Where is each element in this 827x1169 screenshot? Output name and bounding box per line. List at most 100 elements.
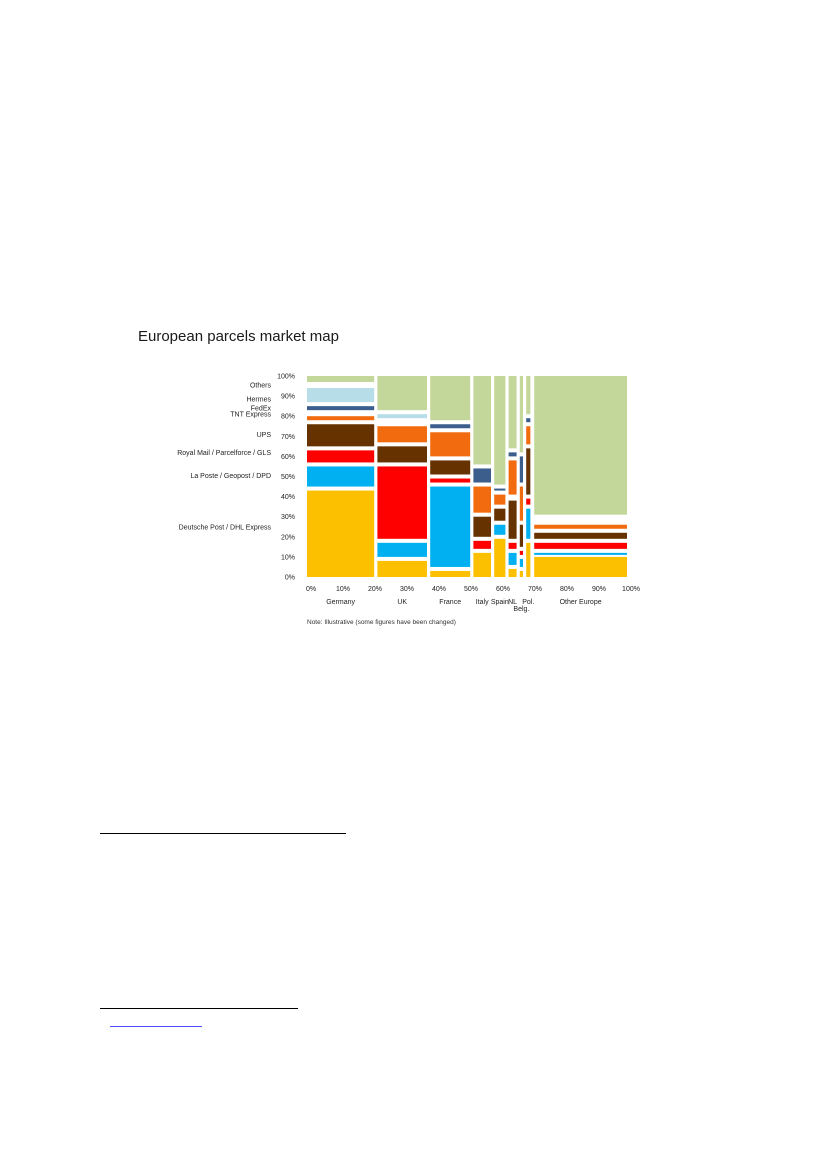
bar-segment-red bbox=[508, 542, 517, 549]
bar-segment-brown bbox=[534, 532, 627, 539]
bar-segment-yellow bbox=[534, 556, 627, 577]
bar-segment-red bbox=[526, 498, 531, 505]
country-label: Spain bbox=[491, 599, 509, 606]
footnote-link[interactable] bbox=[110, 1013, 202, 1027]
bar-segment-green bbox=[307, 376, 375, 383]
x-tick-label: 0% bbox=[306, 586, 316, 593]
bar-segment-navy bbox=[519, 456, 523, 483]
y-tick-label: 0% bbox=[285, 575, 295, 582]
bar-segment-blue bbox=[519, 558, 523, 567]
y-tick-label: 80% bbox=[281, 414, 295, 421]
bar-segment-blue bbox=[494, 524, 506, 535]
y-tick-label: 100% bbox=[277, 374, 295, 381]
bar-segment-orange bbox=[526, 426, 531, 445]
legend-label: TNT Express bbox=[230, 412, 271, 419]
country-label: Germany bbox=[326, 599, 355, 606]
bar-segment-yellow bbox=[508, 568, 517, 577]
bar-segment-orange bbox=[519, 486, 523, 521]
mosaic-bars bbox=[307, 376, 627, 577]
bar-segment-yellow bbox=[494, 538, 506, 577]
bar-segment-navy bbox=[430, 424, 471, 429]
bar-segment-red bbox=[430, 478, 471, 483]
x-tick-label: 30% bbox=[400, 586, 414, 593]
bar-segment-blue bbox=[377, 542, 427, 557]
bar-segment-brown bbox=[519, 524, 523, 547]
x-tick-label: 50% bbox=[464, 586, 478, 593]
x-tick-label: 90% bbox=[592, 586, 606, 593]
bar-segment-navy bbox=[508, 452, 517, 457]
y-tick-label: 90% bbox=[281, 394, 295, 401]
bar-segment-blue bbox=[534, 552, 627, 555]
bar-segment-brown bbox=[526, 448, 531, 495]
y-axis-ticks: 0% 10% 20% 30% 40% 50% 60% 70% 80% 90% 100% bbox=[277, 374, 295, 582]
x-tick-label: 60% bbox=[496, 586, 510, 593]
bar-segment-blue bbox=[526, 508, 531, 539]
country-label: Other Europe bbox=[560, 599, 602, 606]
legend-label: La Poste / Geopost / DPD bbox=[190, 473, 271, 480]
bar-segment-red bbox=[377, 466, 427, 539]
bar-segment-red bbox=[473, 540, 491, 549]
bar-segment-orange bbox=[377, 426, 427, 443]
bar-segment-navy bbox=[526, 418, 531, 423]
bar-segment-red bbox=[519, 550, 523, 555]
country-label: Pol. bbox=[522, 599, 534, 606]
x-tick-label: 40% bbox=[432, 586, 446, 593]
country-label: NL bbox=[508, 599, 517, 606]
bar-segment-blue bbox=[430, 486, 471, 567]
y-tick-label: 70% bbox=[281, 434, 295, 441]
bar-segment-yellow bbox=[307, 490, 375, 577]
legend-label: Deutsche Post / DHL Express bbox=[179, 524, 272, 531]
legend-label: FedEx bbox=[251, 406, 272, 413]
bar-segment-yellow bbox=[473, 552, 491, 577]
bar-segment-green bbox=[508, 376, 517, 449]
bar-segment-orange bbox=[473, 486, 491, 513]
bar-segment-navy bbox=[494, 488, 506, 491]
y-tick-label: 60% bbox=[281, 454, 295, 461]
bar-segment-lightblue bbox=[307, 388, 375, 403]
bar-segment-brown bbox=[377, 446, 427, 463]
bar-segment-lightblue bbox=[377, 414, 427, 419]
bar-segment-brown bbox=[508, 500, 517, 539]
x-tick-label: 70% bbox=[528, 586, 542, 593]
bar-segment-yellow bbox=[377, 560, 427, 577]
legend-label: Others bbox=[250, 383, 272, 390]
x-axis-ticks: 0% 10% 20% 30% 40% 50% 60% 70% 80% 90% 100% bbox=[306, 586, 640, 593]
bar-segment-green bbox=[377, 376, 427, 411]
x-tick-label: 80% bbox=[560, 586, 574, 593]
legend-label: Hermes bbox=[246, 397, 271, 404]
y-tick-label: 50% bbox=[281, 474, 295, 481]
bar-segment-orange bbox=[430, 432, 471, 457]
bar-segment-brown bbox=[307, 424, 375, 447]
country-label: UK bbox=[397, 599, 407, 606]
bar-segment-green bbox=[519, 376, 523, 453]
country-label: France bbox=[439, 599, 461, 606]
bar-segment-yellow bbox=[519, 570, 523, 577]
y-tick-label: 30% bbox=[281, 514, 295, 521]
bar-segment-green bbox=[473, 376, 491, 465]
bar-segment-green bbox=[526, 376, 531, 415]
x-tick-label: 100% bbox=[622, 586, 640, 593]
bar-segment-brown bbox=[494, 508, 506, 521]
bar-segment-orange bbox=[307, 416, 375, 421]
legend-label: Royal Mail / Parcelforce / GLS bbox=[177, 450, 271, 457]
y-tick-label: 40% bbox=[281, 494, 295, 501]
y-tick-label: 20% bbox=[281, 534, 295, 541]
bar-segment-orange bbox=[494, 494, 506, 505]
bar-segment-green bbox=[494, 376, 506, 485]
bar-segment-brown bbox=[430, 460, 471, 475]
bar-segment-brown bbox=[473, 516, 491, 537]
bar-segment-navy bbox=[307, 406, 375, 411]
bar-segment-green bbox=[430, 376, 471, 421]
footnote-link-underline bbox=[110, 1026, 202, 1027]
bar-segment-blue bbox=[307, 466, 375, 487]
x-tick-label: 10% bbox=[336, 586, 350, 593]
chart-note: Note: Illustrative (some figures have be… bbox=[307, 619, 456, 626]
bar-segment-green bbox=[534, 376, 627, 515]
bar-segment-yellow bbox=[430, 570, 471, 577]
chart-title: European parcels market map bbox=[138, 328, 339, 345]
legend-label: UPS bbox=[257, 432, 272, 439]
